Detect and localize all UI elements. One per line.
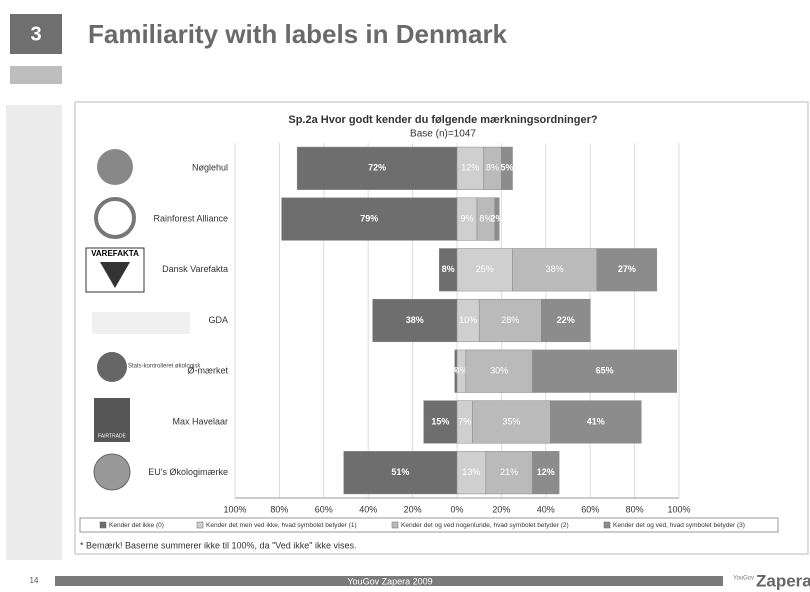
data-label: 8%: [486, 163, 499, 173]
data-label: 65%: [596, 366, 614, 376]
y-tick-label: GDA: [208, 315, 228, 325]
y-tick-label: Ø-mærket: [188, 366, 229, 376]
x-tick-label: 60%: [581, 504, 599, 514]
data-label: 5%: [500, 163, 513, 173]
y-tick-label: Dansk Varefakta: [162, 264, 228, 274]
data-label: 12%: [461, 163, 479, 173]
logo-eu: [94, 454, 130, 490]
legend-label: Kender det og ved nogenlunde, hvad symbo…: [401, 522, 569, 529]
data-label: 15%: [431, 416, 449, 426]
legend-label: Kender det ikke (0): [109, 522, 164, 529]
data-label: 22%: [557, 315, 575, 325]
legend-label: Kender det og ved, hvad symbolet betyder…: [613, 522, 745, 529]
data-label: 2%: [490, 213, 503, 223]
number-bar: [10, 66, 62, 84]
x-tick-label: 20%: [492, 504, 510, 514]
logo-oe: [97, 352, 127, 382]
y-tick-label: Rainforest Alliance: [153, 213, 228, 223]
logo-text: FAIRTRADE: [98, 433, 127, 439]
logo-text: VAREFAKTA: [91, 249, 139, 258]
data-label: 25%: [476, 264, 494, 274]
x-tick-label: 60%: [315, 504, 333, 514]
slide-number: 3: [30, 23, 41, 45]
data-label: 13%: [462, 467, 480, 477]
data-label: 28%: [501, 315, 519, 325]
page-number: 14: [30, 576, 39, 585]
data-label: 7%: [458, 416, 471, 426]
data-label: 10%: [459, 315, 477, 325]
data-label: 38%: [406, 315, 424, 325]
legend-swatch: [197, 522, 203, 528]
legend-label: Kender det men ved ikke, hvad symbolet b…: [206, 522, 357, 529]
data-label: 8%: [442, 264, 455, 274]
legend-swatch: [392, 522, 398, 528]
y-tick-label: EU's Økologimærke: [148, 467, 228, 477]
data-label: 30%: [490, 366, 508, 376]
x-tick-label: 40%: [537, 504, 555, 514]
x-tick-label: 0%: [450, 504, 463, 514]
logo-large: Zapera: [756, 571, 810, 590]
legend-swatch: [604, 522, 610, 528]
y-tick-label: Nøglehul: [192, 163, 228, 173]
chart-title: Sp.2a Hvor godt kender du følgende mærkn…: [288, 114, 598, 126]
logo-gda: [92, 312, 190, 334]
data-label: 9%: [460, 213, 473, 223]
chart-subtitle: Base (n)=1047: [410, 129, 476, 140]
x-tick-label: 100%: [667, 504, 690, 514]
legend-swatch: [100, 522, 106, 528]
x-tick-label: 20%: [404, 504, 422, 514]
data-label: 35%: [502, 416, 520, 426]
data-label: 79%: [360, 213, 378, 223]
crowd-strip: [6, 105, 62, 560]
footnote: * Bemærk! Baserne summerer ikke til 100%…: [80, 540, 357, 550]
footer-text: YouGov Zapera 2009: [347, 576, 432, 586]
data-label: 38%: [546, 264, 564, 274]
data-label: 27%: [618, 264, 636, 274]
slide-title: Familiarity with labels in Denmark: [88, 19, 508, 49]
logo-small: YouGov: [733, 576, 754, 582]
x-tick-label: 40%: [359, 504, 377, 514]
x-tick-label: 100%: [223, 504, 246, 514]
data-label: 51%: [391, 467, 409, 477]
data-label: 12%: [537, 467, 555, 477]
data-label: 21%: [500, 467, 518, 477]
slide: 3 Familiarity with labels in Denmark Sp.…: [0, 0, 810, 592]
x-tick-label: 80%: [270, 504, 288, 514]
logo-noglehul: [97, 149, 133, 185]
data-label: 72%: [368, 163, 386, 173]
y-tick-label: Max Havelaar: [172, 416, 228, 426]
x-tick-label: 80%: [626, 504, 644, 514]
data-label: 41%: [587, 416, 605, 426]
